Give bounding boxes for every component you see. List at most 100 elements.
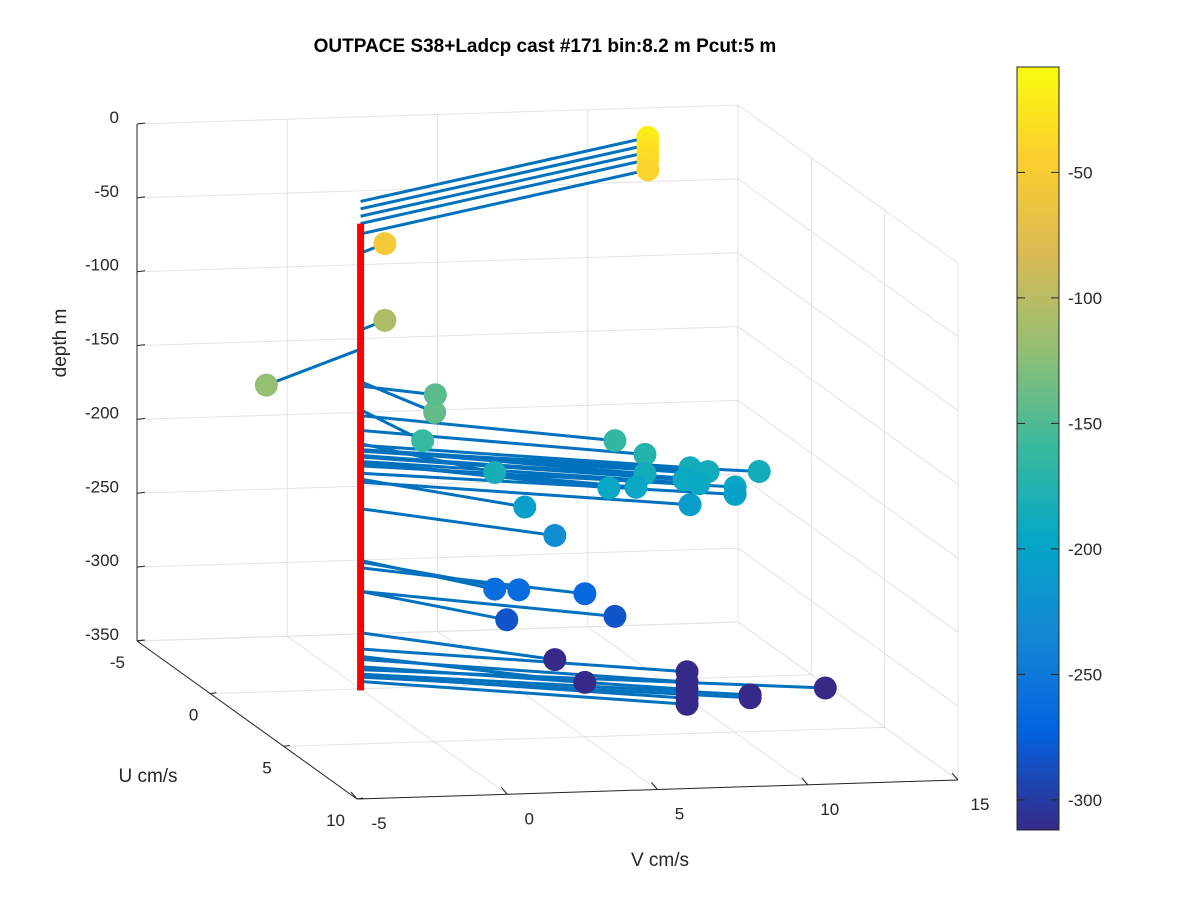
y-tick-label: 15: [971, 795, 990, 814]
x-tick-mark: [356, 797, 364, 800]
data-point: [747, 459, 771, 483]
z-tick-label: -300: [85, 551, 119, 570]
grid-line: [286, 635, 508, 795]
y-tick-label: 0: [525, 809, 534, 828]
axes: [136, 122, 959, 800]
y-tick-mark: [500, 786, 508, 795]
data-point: [687, 472, 711, 496]
x-tick-label: 10: [326, 811, 345, 830]
data-point: [411, 429, 435, 453]
z-tick-label: -350: [85, 625, 119, 644]
grid-line: [136, 326, 739, 347]
velocity-vector: [360, 135, 649, 203]
data-point: [813, 676, 837, 700]
velocity-vector: [360, 428, 646, 456]
velocity-vector: [360, 566, 586, 596]
grid-line: [737, 400, 959, 559]
colorbar-tick-label: -200: [1068, 540, 1102, 559]
velocity-vector: [360, 384, 436, 397]
data-point: [373, 232, 397, 256]
x-tick-mark: [210, 692, 217, 695]
velocity-vector: [360, 657, 688, 684]
data-point: [543, 648, 567, 672]
data-point: [513, 495, 537, 519]
data-point: [633, 442, 657, 466]
z-tick-mark: [136, 565, 146, 568]
grid-line: [136, 252, 739, 273]
velocity-vector: [360, 150, 649, 218]
data-point: [373, 308, 397, 332]
z-tick-label: -100: [85, 256, 119, 275]
z-tick-label: -250: [85, 477, 119, 496]
data-point: [495, 608, 519, 632]
velocity-vector: [360, 674, 688, 700]
z-tick-label: -200: [85, 403, 119, 422]
data-point: [423, 400, 447, 424]
data-point: [603, 604, 627, 628]
z-tick-mark: [136, 491, 146, 494]
colorbar-tick-label: -100: [1068, 289, 1102, 308]
velocity-vector: [360, 589, 508, 622]
z-tick-mark: [136, 344, 146, 347]
data-point: [597, 476, 621, 500]
velocity-vector: [360, 680, 688, 706]
data-point: [543, 524, 567, 548]
data-point: [678, 493, 702, 517]
data-point: [723, 482, 747, 506]
colorbar-tick-label: -300: [1068, 791, 1102, 810]
data-point: [483, 460, 507, 484]
z-tick-mark: [136, 417, 146, 420]
z-tick-mark: [136, 122, 146, 125]
grid-line: [136, 104, 739, 125]
data-point: [603, 429, 627, 453]
z-tick-label: -150: [85, 330, 119, 349]
grid-line: [737, 178, 959, 338]
colorbar: -50 -100 -150 -200 -250 -300: [1016, 66, 1102, 831]
velocity-vector: [360, 631, 556, 662]
y-tick-mark: [350, 791, 358, 800]
z-tick-label: 0: [110, 108, 119, 127]
velocity-vector: [360, 589, 616, 618]
data-point: [507, 578, 531, 602]
x-tick-mark: [283, 744, 290, 747]
data-point: [573, 670, 597, 694]
x-tick-label: -5: [110, 653, 125, 672]
grid-line: [737, 252, 959, 412]
grid-line: [737, 473, 959, 633]
y-axis-label: V cm/s: [631, 850, 689, 871]
grid-line: [737, 326, 959, 485]
colorbar-tick-label: -50: [1068, 163, 1093, 182]
velocity-series: [254, 125, 837, 716]
velocity-vector: [360, 455, 685, 482]
z-axis-label: depth m: [50, 309, 71, 378]
velocity-vector: [360, 143, 649, 211]
chart-title: OUTPACE S38+Ladcp cast #171 bin:8.2 m Pc…: [314, 36, 777, 57]
velocity-vector: [360, 480, 691, 507]
grid-line: [737, 547, 959, 707]
velocity-vector: [360, 414, 616, 443]
data-point: [423, 383, 447, 407]
x-tick-label: 5: [262, 758, 271, 777]
data-point: [675, 692, 699, 716]
velocity-vector: [360, 647, 688, 674]
y-tick-mark: [951, 772, 959, 781]
grid-line: [737, 104, 959, 264]
z-tick-mark: [136, 270, 146, 273]
z-tick-mark: [136, 196, 146, 199]
data-point: [254, 373, 278, 397]
data-point: [573, 582, 597, 606]
x-tick-mark: [136, 639, 144, 642]
velocity-vector: [360, 158, 649, 226]
data-point: [624, 475, 648, 499]
data-point: [738, 686, 762, 710]
z-tick-label: -50: [94, 182, 119, 201]
y-tick-label: 10: [820, 800, 839, 819]
y-tick-label: 5: [675, 805, 684, 824]
grid-line: [136, 547, 739, 568]
x-axis-label: U cm/s: [118, 766, 177, 787]
colorbar-tick-label: -150: [1068, 414, 1102, 433]
velocity-vector: [265, 347, 362, 387]
velocity-vector: [360, 477, 526, 509]
y-tick-mark: [801, 777, 809, 786]
